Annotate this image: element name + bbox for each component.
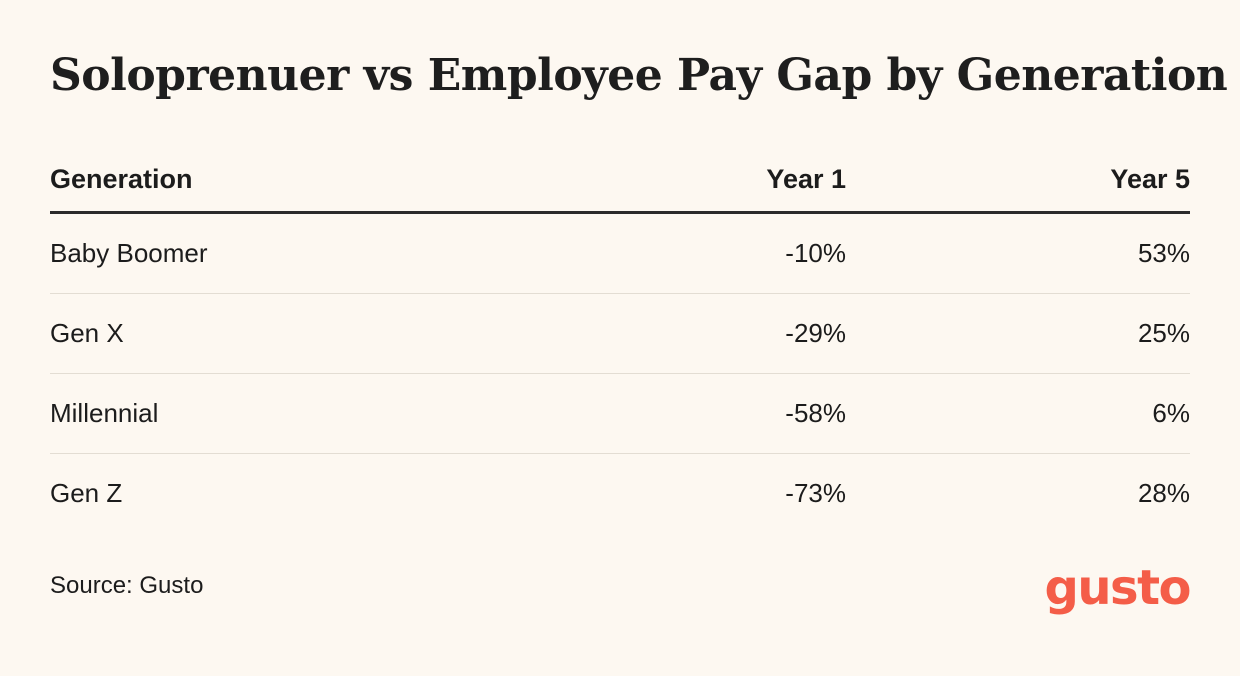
year-1-cell: -73% bbox=[785, 478, 846, 508]
year-5-cell: 25% bbox=[1137, 318, 1190, 348]
column-header-year-1: Year 1 bbox=[766, 164, 846, 194]
year-1-cell: -29% bbox=[785, 318, 846, 348]
year-1-cell: -10% bbox=[785, 238, 846, 268]
chart-title: Soloprenuer vs Employee Pay Gap by Gener… bbox=[50, 50, 1228, 101]
generation-cell: Millennial bbox=[50, 398, 159, 428]
year-1-cell: -58% bbox=[785, 398, 846, 428]
source-note: Source: Gusto bbox=[50, 572, 204, 599]
year-5-cell: 28% bbox=[1137, 478, 1190, 508]
pay-gap-table: Generation Year 1 Year 5 Baby Boomer -10… bbox=[50, 150, 1190, 534]
year-5-cell: 6% bbox=[1152, 398, 1190, 428]
table-row: Gen Z -73% 28% bbox=[50, 454, 1190, 534]
table-row: Baby Boomer -10% 53% bbox=[50, 214, 1190, 294]
table-row: Millennial -58% 6% bbox=[50, 374, 1190, 454]
year-5-cell: 53% bbox=[1137, 238, 1190, 268]
table-header-row: Generation Year 1 Year 5 bbox=[50, 150, 1190, 214]
column-header-year-5: Year 5 bbox=[1110, 164, 1190, 194]
generation-cell: Gen Z bbox=[50, 478, 123, 508]
table-row: Gen X -29% 25% bbox=[50, 294, 1190, 374]
generation-cell: Baby Boomer bbox=[50, 238, 208, 268]
column-header-generation: Generation bbox=[50, 164, 193, 194]
gusto-logo: gusto bbox=[1044, 560, 1191, 616]
generation-cell: Gen X bbox=[50, 318, 124, 348]
